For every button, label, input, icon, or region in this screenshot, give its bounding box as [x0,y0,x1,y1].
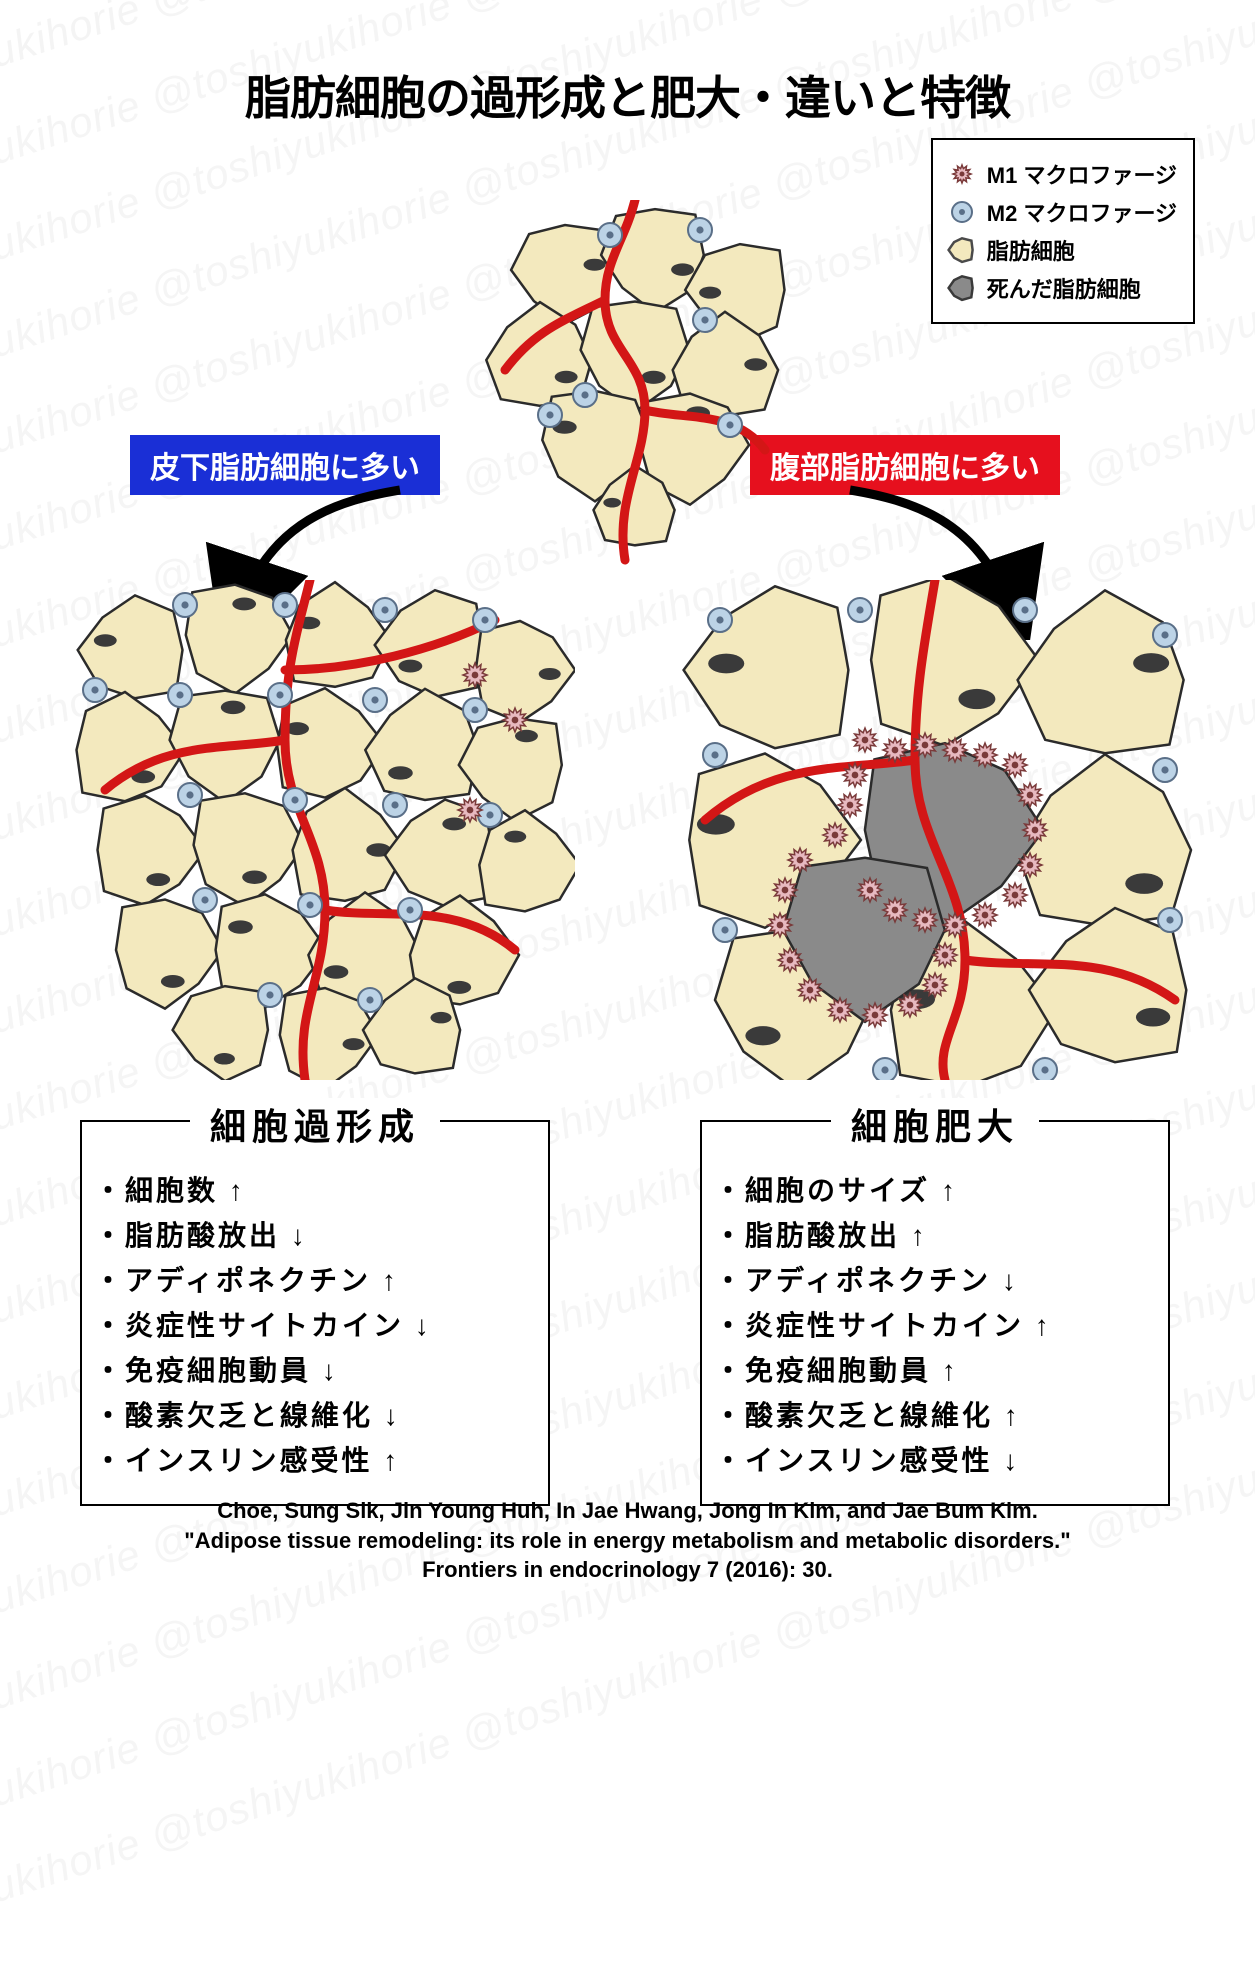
citation-line: "Adipose tissue remodeling: its role in … [0,1526,1255,1556]
info-item: 酸素欠乏と線維化 ↑ [742,1394,1168,1434]
citation: Choe, Sung Sik, Jin Young Huh, In Jae Hw… [0,1496,1255,1585]
cluster-top [455,200,815,570]
info-item: 炎症性サイトカイン ↑ [742,1304,1168,1344]
info-item: インスリン感受性 ↓ [742,1439,1168,1479]
diagram-zone: 皮下脂肪細胞に多い 腹部脂肪細胞に多い [0,200,1255,1100]
info-item: 細胞数 ↑ [122,1169,548,1209]
info-item: 細胞のサイズ ↑ [742,1169,1168,1209]
info-item: 免疫細胞動員 ↓ [122,1349,548,1389]
cluster-left [55,580,575,1080]
info-box-left: 細胞過形成 細胞数 ↑脂肪酸放出 ↓アディポネクチン ↑炎症性サイトカイン ↓免… [80,1120,550,1506]
info-list-left: 細胞数 ↑ 脂肪酸放出 ↓ アディポネクチン ↑ 炎症性サイトカイン ↓ 免疫細胞動員 … [82,1150,548,1479]
info-item: アディポネクチン ↓ [742,1259,1168,1299]
info-box-right: 細胞肥大 細胞のサイズ ↑脂肪酸放出 ↑アディポネクチン ↓炎症性サイトカイン … [700,1120,1170,1506]
info-title-right: 細胞肥大 [831,1098,1039,1150]
legend-item-m1: M1 マクロファージ [947,158,1177,190]
legend-label: M1 マクロファージ [987,158,1177,190]
citation-line: Choe, Sung Sik, Jin Young Huh, In Jae Hw… [0,1496,1255,1526]
info-item: アディポネクチン ↑ [122,1259,548,1299]
info-item: 炎症性サイトカイン ↓ [122,1304,548,1344]
info-item: 免疫細胞動員 ↑ [742,1349,1168,1389]
info-item: 脂肪酸放出 ↓ [122,1214,548,1254]
info-item: 脂肪酸放出 ↑ [742,1214,1168,1254]
info-list-right: 細胞のサイズ ↑ 脂肪酸放出 ↑ アディポネクチン ↓ 炎症性サイトカイン ↑ 免疫細胞… [702,1150,1168,1479]
info-item: インスリン感受性 ↑ [122,1439,548,1479]
cluster-right [665,580,1205,1080]
info-item: 酸素欠乏と線維化 ↓ [122,1394,548,1434]
info-title-left: 細胞過形成 [190,1098,440,1150]
citation-line: Frontiers in endocrinology 7 (2016): 30. [0,1555,1255,1585]
m1-icon [947,159,977,189]
page-title: 脂肪細胞の過形成と肥大・違いと特徴 [0,0,1255,128]
